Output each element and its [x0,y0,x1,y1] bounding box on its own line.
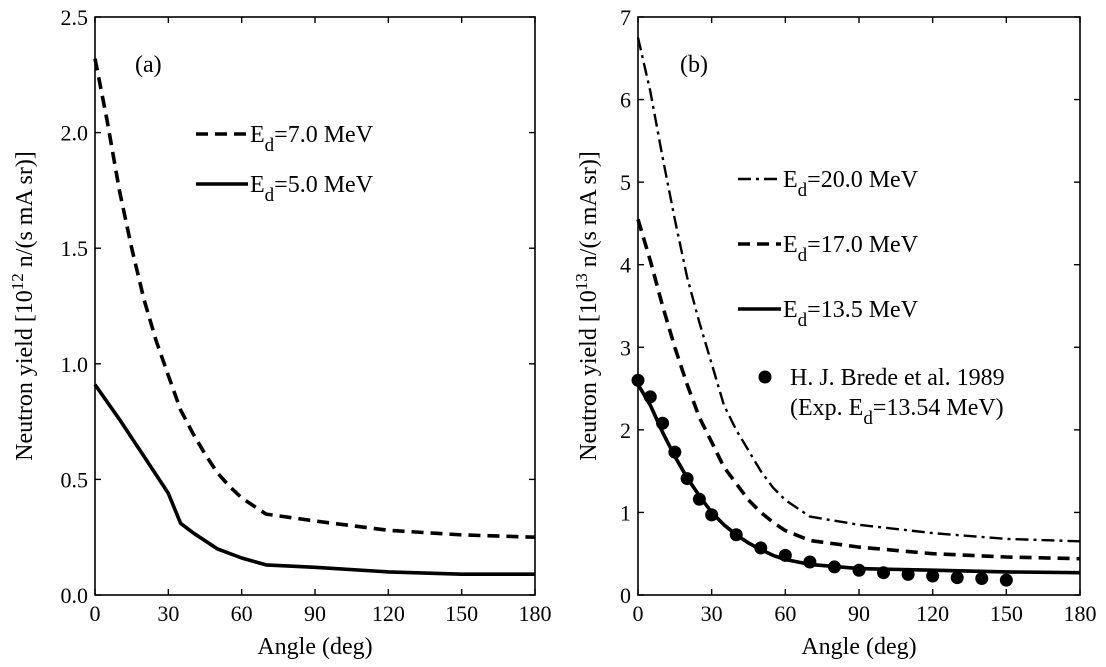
y-axis-title: Neutron yield [1012 n/(s mA sr)] [8,151,38,461]
plot-frame [94,16,536,596]
data-point [631,373,645,387]
y-tick-label: 7 [620,5,631,30]
x-tick-label: 0 [633,601,644,626]
legend-label: Ed=13.5 MeV [783,297,919,331]
y-tick-label: 1.5 [61,236,89,261]
data-point [926,569,940,583]
series-line-dashed [636,218,1081,561]
chart-panel-a: 0 30 60 90 120 150 180 0.0 0.5 1.0 1.5 2.0 2.5 Angle … [8,5,552,660]
data-point [999,573,1013,587]
y-tick-label: 0.0 [61,583,89,608]
data-point [877,566,891,580]
x-tick-label: 30 [701,601,723,626]
y-tick-label: 3 [620,335,631,360]
legend-label: Ed=17.0 MeV [783,232,919,266]
data-point [778,548,792,562]
series-line-solid [93,383,535,577]
x-tick-label: 180 [1064,601,1097,626]
data-point [975,571,989,585]
panel-label: (a) [135,52,162,78]
series-line-dashdot [636,37,1081,543]
panel-label: (b) [680,52,708,78]
x-tick-label: 60 [231,601,253,626]
y-tick-label: 5 [620,170,631,195]
y-tick-label: 6 [620,88,631,113]
chart-panel-b: 0 30 60 90 120 150 180 0 1 2 3 4 5 6 7 Angle (deg) Neutr… [572,5,1097,660]
x-tick-label: 90 [304,601,326,626]
x-tick-label: 150 [990,601,1023,626]
x-tick-label: 0 [90,601,101,626]
y-tick-label: 1.0 [61,352,89,377]
data-point [656,416,670,430]
y-tick-label: 2 [620,418,631,443]
data-point [705,508,719,522]
x-axis-title: Angle (deg) [257,634,372,660]
y-tick-label: 2.5 [61,5,89,30]
y-tick-label: 4 [620,253,631,278]
legend-label: H. J. Brede et al. 1989 [790,365,1005,391]
x-tick-label: 30 [157,601,179,626]
x-tick-label: 150 [445,601,478,626]
legend-marker [758,370,772,384]
legend-label: Ed=20.0 MeV [783,167,919,201]
data-point [643,390,657,404]
x-tick-label: 90 [848,601,870,626]
x-tick-label: 120 [372,601,405,626]
data-point [803,555,817,569]
y-tick-label: 2.0 [61,121,89,146]
data-point [950,571,964,585]
x-tick-label: 60 [774,601,796,626]
x-tick-label: 180 [519,601,552,626]
data-point [692,492,706,506]
y-tick-label: 0.5 [61,467,89,492]
y-axis-title: Neutron yield [1013 n/(s mA sr)] [572,151,602,461]
data-point [680,472,694,486]
x-tick-label: 120 [916,601,949,626]
y-tick-label: 0 [620,583,631,608]
legend-label-line2: (Exp. Ed=13.54 MeV) [790,395,1004,429]
legend-label: Ed=5.0 MeV [250,172,374,206]
y-tick-label: 1 [620,500,631,525]
data-point [729,528,743,542]
series-line-dashed [93,58,536,539]
data-point [827,560,841,574]
legend-label: Ed=7.0 MeV [250,122,374,156]
data-point [754,541,768,555]
data-point [668,445,682,459]
data-point [901,567,915,581]
data-point [852,563,866,577]
x-axis-title: Angle (deg) [801,634,916,660]
